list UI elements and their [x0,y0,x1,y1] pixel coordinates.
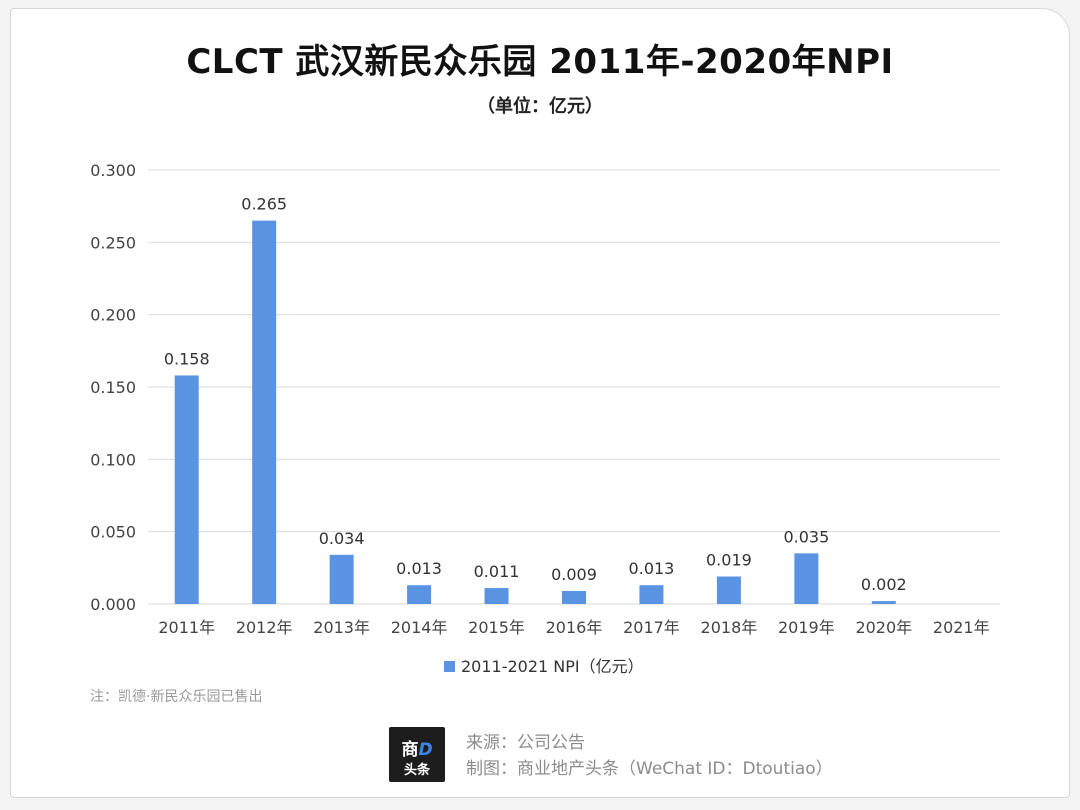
bar [174,375,199,604]
logo-subtext: 头条 [403,763,430,778]
y-tick-label: 0.100 [90,450,136,469]
y-tick-label: 0.300 [90,161,136,180]
bar [871,601,896,604]
y-tick-label: 0.200 [90,306,136,325]
logo-accent: D [418,740,433,760]
x-tick-label: 2016年 [546,618,603,637]
data-label: 0.265 [241,195,287,214]
bar [794,553,819,604]
chart-note: 注：凯德·新民众乐园已售出 [90,689,263,705]
data-label: 0.009 [551,565,597,584]
data-label: 0.011 [474,562,520,581]
bar [639,585,664,604]
bar [562,590,586,604]
bar [252,220,277,604]
bar [407,585,432,604]
data-label: 0.013 [629,559,675,578]
bar [329,554,354,604]
x-tick-label: 2012年 [236,618,293,637]
chart-subtitle: （单位：亿元） [477,96,603,117]
data-label: 0.158 [164,349,210,368]
legend-swatch [444,661,455,672]
logo-char: 商 [401,740,419,760]
x-tick-label: 2021年 [933,618,990,637]
chart-legend: 2011-2021 NPI（亿元） [444,657,644,676]
data-label: 0.035 [783,527,829,546]
data-label: 0.019 [706,551,752,570]
y-tick-label: 0.250 [90,233,136,252]
legend-label: 2011-2021 NPI（亿元） [461,657,644,676]
x-tick-label: 2014年 [391,618,448,637]
chart-title: CLCT 武汉新民众乐园 2011年-2020年NPI [186,42,894,82]
data-label: 0.034 [319,529,365,548]
y-tick-label: 0.050 [90,523,136,542]
producer-text: 制图：商业地产头条（WeChat ID：Dtoutiao） [466,759,833,779]
y-tick-label: 0.000 [90,595,136,614]
data-label: 0.013 [396,559,442,578]
x-tick-label: 2013年 [313,618,370,637]
brand-logo: 商D 头条 [389,727,445,782]
x-tick-label: 2018年 [701,618,758,637]
x-tick-label: 2019年 [778,618,835,637]
y-tick-label: 0.150 [90,378,136,397]
x-tick-label: 2011年 [158,618,215,637]
bar [484,588,509,604]
bar [716,576,741,604]
source-text: 来源：公司公告 [466,733,585,753]
data-label: 0.002 [861,575,907,594]
x-tick-label: 2020年 [855,618,912,637]
x-tick-label: 2017年 [623,618,680,637]
x-tick-label: 2015年 [468,618,525,637]
